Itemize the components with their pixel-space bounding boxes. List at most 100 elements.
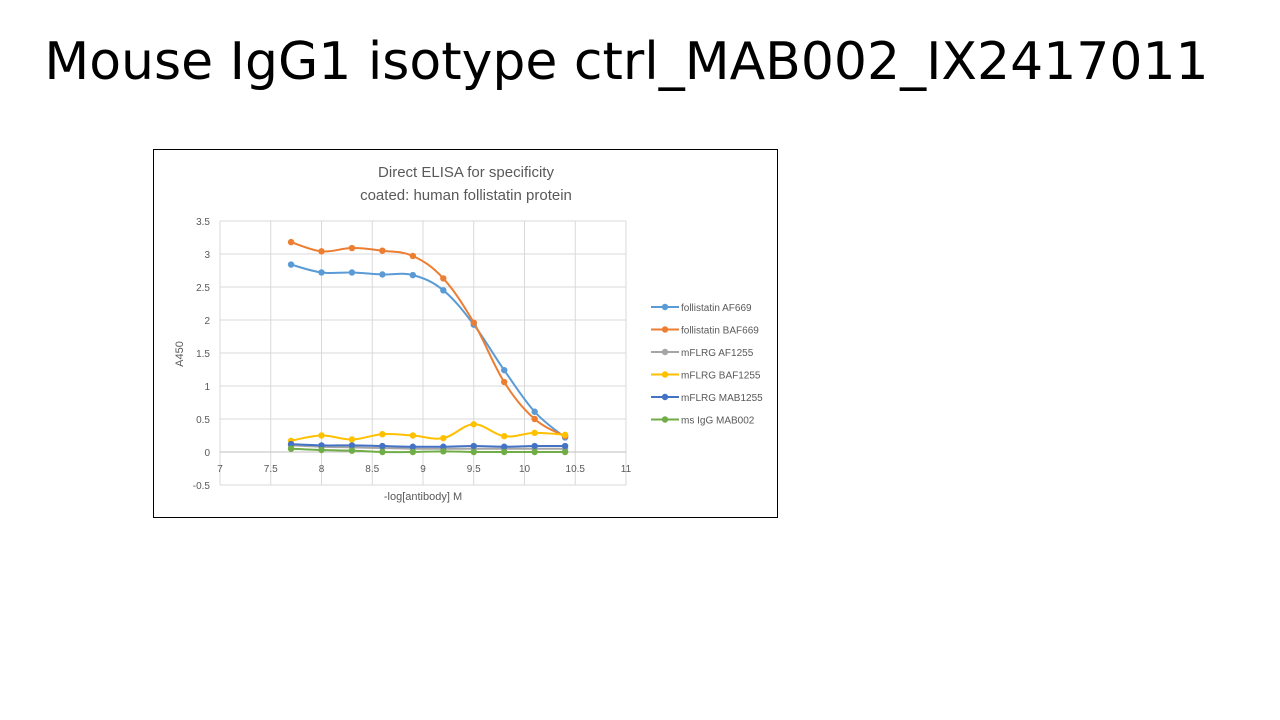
data-point <box>318 269 325 276</box>
data-point <box>531 408 538 415</box>
data-point <box>501 448 508 456</box>
legend-item: mFLRG MAB1255 <box>651 393 763 404</box>
legend-item: follistatin AF669 <box>651 303 752 314</box>
data-point <box>409 432 417 439</box>
data-point <box>470 319 477 326</box>
legend-swatch-marker <box>661 348 669 356</box>
x-tick-label: 10.5 <box>566 464 586 475</box>
y-tick-label: 0 <box>204 448 210 459</box>
data-point <box>287 445 295 452</box>
data-point <box>348 269 356 276</box>
data-point <box>409 271 417 279</box>
legend-swatch-marker <box>661 416 669 423</box>
data-point <box>470 421 477 428</box>
series-line <box>290 263 566 439</box>
data-point <box>318 432 325 439</box>
x-tick-label: 8 <box>319 464 325 475</box>
y-tick-label: 1 <box>204 382 210 393</box>
x-tick-label: 11 <box>621 464 632 475</box>
series-3 <box>287 421 569 444</box>
data-point <box>440 287 447 294</box>
data-point <box>348 447 356 454</box>
legend-swatch-marker <box>661 393 669 401</box>
data-point <box>348 244 356 252</box>
legend-label: mFLRG AF1255 <box>681 348 754 359</box>
chart-title: Direct ELISA for specificity <box>378 164 554 181</box>
series-5 <box>287 445 569 456</box>
series-1 <box>287 238 569 440</box>
x-tick-label: 9 <box>420 464 426 475</box>
chart-svg: Direct ELISA for specificity coated: hum… <box>174 164 763 503</box>
legend-item: mFLRG BAF1255 <box>651 371 761 382</box>
data-point <box>348 436 356 443</box>
data-point <box>440 275 447 282</box>
legend-label: ms IgG MAB002 <box>681 416 755 427</box>
data-point <box>409 443 417 450</box>
data-point <box>470 448 477 456</box>
y-tick-label: -0.5 <box>193 481 211 492</box>
data-point <box>470 442 477 450</box>
data-point <box>409 448 417 456</box>
data-point <box>348 442 356 449</box>
legend: follistatin AF669 follistatin BAF669 mFLRG… <box>651 303 763 427</box>
legend-item: mFLRG AF1255 <box>651 348 754 359</box>
series-line <box>291 444 566 450</box>
data-point <box>440 443 447 450</box>
data-point <box>531 429 538 437</box>
data-point <box>379 271 386 278</box>
data-point <box>287 261 295 268</box>
series-0 <box>287 261 569 441</box>
x-tick-label: 9.5 <box>467 464 481 475</box>
data-point <box>440 448 447 455</box>
legend-swatch-marker <box>661 303 669 311</box>
y-tick-label: 2.5 <box>196 283 210 294</box>
gridlines <box>219 220 627 486</box>
data-point <box>379 247 386 254</box>
x-tick-label: 8.5 <box>365 464 379 475</box>
data-point <box>501 443 508 450</box>
data-point <box>379 448 386 456</box>
legend-label: mFLRG MAB1255 <box>681 393 763 404</box>
chart-container: Direct ELISA for specificity coated: hum… <box>153 149 778 518</box>
legend-label: follistatin AF669 <box>681 303 752 314</box>
series-line <box>291 443 566 448</box>
data-point <box>318 446 325 454</box>
y-tick-label: 0.5 <box>196 415 210 426</box>
data-point <box>318 248 325 255</box>
x-tick-label: 7 <box>217 464 223 475</box>
legend-label: follistatin BAF669 <box>681 326 759 337</box>
legend-item: follistatin BAF669 <box>651 326 759 337</box>
x-tick-label: 7.5 <box>264 464 278 475</box>
data-point <box>501 432 508 440</box>
data-point <box>561 442 569 450</box>
data-point <box>561 448 569 456</box>
legend-label: mFLRG BAF1255 <box>681 371 761 382</box>
data-point <box>501 378 508 386</box>
series-4 <box>287 440 569 450</box>
y-tick-label: 3 <box>204 250 210 261</box>
y-tick-label: 1.5 <box>196 349 210 360</box>
legend-swatch-marker <box>661 326 669 333</box>
series-line <box>291 447 566 454</box>
series-group <box>287 238 569 456</box>
data-point <box>287 440 295 448</box>
chart-subtitle: coated: human follistatin protein <box>360 187 572 204</box>
x-tick-label: 10 <box>519 464 531 475</box>
data-point <box>531 415 538 423</box>
y-tick-label: 3.5 <box>196 217 210 228</box>
x-axis-label: -log[antibody] M <box>384 491 462 503</box>
legend-swatch-marker <box>661 371 669 378</box>
y-tick-label: 2 <box>204 316 210 327</box>
series-line <box>290 241 566 438</box>
data-point <box>531 442 538 450</box>
slide-title: Mouse IgG1 isotype ctrl_MAB002_IX2417011 <box>44 32 1209 92</box>
data-point <box>287 238 295 246</box>
data-point <box>561 431 569 439</box>
data-point <box>531 448 538 456</box>
data-point <box>440 434 447 442</box>
data-point <box>318 442 325 449</box>
legend-item: ms IgG MAB002 <box>651 416 755 427</box>
data-point <box>501 366 508 374</box>
y-axis-label: A450 <box>174 341 186 367</box>
data-point <box>409 252 417 260</box>
